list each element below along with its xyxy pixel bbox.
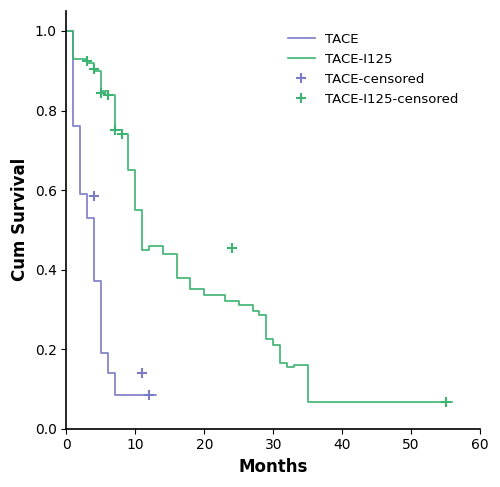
TACE-I125 [270, 342, 276, 348]
Line: TACE-I125-censored: TACE-I125-censored [82, 56, 450, 407]
TACE-censored [139, 370, 145, 376]
TACE [112, 370, 117, 376]
TACE-I125-censored [118, 131, 124, 137]
TACE [64, 28, 70, 34]
TACE-censored [91, 193, 97, 199]
Y-axis label: Cum Survival: Cum Survival [11, 158, 29, 281]
TACE-I125 [126, 131, 132, 137]
TACE [84, 215, 90, 221]
TACE-I125-censored [84, 58, 90, 64]
TACE [139, 392, 145, 398]
TACE [126, 392, 132, 398]
TACE-I125 [91, 68, 97, 74]
TACE [146, 392, 152, 398]
TACE [153, 392, 159, 398]
TACE [146, 392, 152, 398]
TACE [70, 124, 76, 130]
TACE [70, 28, 76, 34]
TACE-I125-censored [229, 245, 235, 251]
TACE [77, 191, 83, 197]
TACE [91, 279, 97, 284]
TACE [126, 392, 132, 398]
TACE-I125-censored [442, 399, 448, 405]
Legend: TACE, TACE-I125, TACE-censored, TACE-I125-censored: TACE, TACE-I125, TACE-censored, TACE-I12… [282, 26, 465, 112]
TACE [139, 392, 145, 398]
TACE [98, 279, 104, 284]
TACE-I125 [304, 399, 310, 405]
Line: TACE-I125: TACE-I125 [66, 31, 452, 402]
TACE-I125 [105, 88, 111, 94]
TACE-I125 [64, 28, 70, 34]
TACE [98, 350, 104, 356]
TACE-I125 [202, 293, 207, 299]
TACE-censored [146, 392, 152, 398]
TACE-I125-censored [112, 128, 117, 133]
TACE [118, 392, 124, 398]
TACE [77, 124, 83, 130]
TACE [153, 392, 159, 398]
TACE-I125-censored [105, 92, 111, 97]
Line: TACE: TACE [66, 31, 156, 395]
TACE [84, 191, 90, 197]
TACE [112, 392, 117, 398]
TACE-I125 [70, 56, 76, 62]
TACE [132, 392, 138, 398]
TACE-I125 [450, 399, 456, 405]
X-axis label: Months: Months [238, 458, 308, 476]
TACE [118, 392, 124, 398]
TACE [105, 370, 111, 376]
TACE-I125-censored [91, 66, 97, 72]
Line: TACE-censored: TACE-censored [89, 191, 154, 400]
TACE [105, 350, 111, 356]
TACE [132, 392, 138, 398]
TACE [91, 215, 97, 221]
TACE-I125-censored [98, 90, 104, 95]
